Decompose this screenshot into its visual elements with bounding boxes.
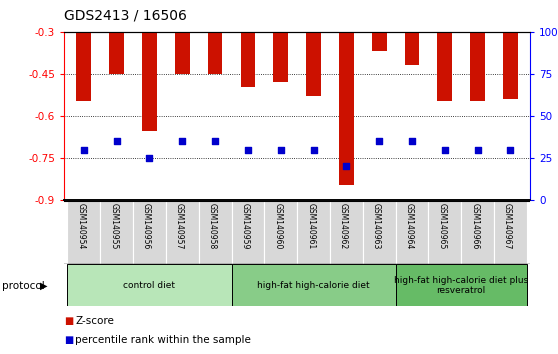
Bar [273, 32, 288, 82]
Bar [297, 201, 330, 264]
Point [342, 164, 351, 169]
Bar [133, 201, 166, 264]
Bar [166, 201, 199, 264]
Bar [437, 32, 452, 101]
Bar [232, 201, 264, 264]
Bar [232, 264, 396, 306]
Text: GSM140965: GSM140965 [437, 203, 446, 250]
Bar [240, 32, 256, 86]
Bar [68, 264, 232, 306]
Point [440, 147, 449, 152]
Point [243, 147, 252, 152]
Point [145, 155, 154, 161]
Text: percentile rank within the sample: percentile rank within the sample [75, 335, 251, 345]
Bar [363, 201, 396, 264]
Bar [100, 201, 133, 264]
Point [473, 147, 482, 152]
Bar [494, 201, 527, 264]
Bar [109, 32, 124, 74]
Text: ▶: ▶ [40, 281, 47, 291]
Bar [76, 32, 92, 101]
Point [210, 138, 219, 144]
Bar [461, 201, 494, 264]
Text: GSM140956: GSM140956 [142, 203, 151, 250]
Point [309, 147, 318, 152]
Bar [503, 32, 518, 99]
Bar [199, 201, 232, 264]
Point [112, 138, 121, 144]
Text: GSM140966: GSM140966 [470, 203, 479, 250]
Text: GSM140963: GSM140963 [372, 203, 381, 250]
Text: GSM140959: GSM140959 [240, 203, 249, 250]
Point [79, 147, 88, 152]
Text: protocol: protocol [2, 281, 45, 291]
Text: high-fat high-calorie diet plus
resveratrol: high-fat high-calorie diet plus resverat… [394, 276, 528, 295]
Point [506, 147, 515, 152]
Point [178, 138, 187, 144]
Point [407, 138, 416, 144]
Bar [142, 32, 157, 131]
Text: GDS2413 / 16506: GDS2413 / 16506 [64, 9, 187, 23]
Text: high-fat high-calorie diet: high-fat high-calorie diet [257, 281, 370, 290]
Point [276, 147, 285, 152]
Bar [339, 32, 354, 184]
Text: GSM140954: GSM140954 [76, 203, 85, 250]
Bar [208, 32, 223, 74]
Bar [372, 32, 387, 51]
Bar [330, 201, 363, 264]
Bar [429, 201, 461, 264]
Bar [396, 201, 429, 264]
Text: GSM140967: GSM140967 [503, 203, 512, 250]
Text: GSM140958: GSM140958 [208, 203, 217, 250]
Text: GSM140962: GSM140962 [339, 203, 348, 250]
Text: Z-score: Z-score [75, 316, 114, 326]
Bar [264, 201, 297, 264]
Bar [396, 264, 527, 306]
Text: ■: ■ [64, 316, 74, 326]
Text: control diet: control diet [123, 281, 175, 290]
Bar [68, 201, 100, 264]
Text: GSM140957: GSM140957 [175, 203, 184, 250]
Point [375, 138, 384, 144]
Text: ■: ■ [64, 335, 74, 345]
Bar [405, 32, 420, 65]
Bar [306, 32, 321, 96]
Bar [470, 32, 485, 101]
Bar [175, 32, 190, 74]
Text: GSM140964: GSM140964 [405, 203, 413, 250]
Text: GSM140961: GSM140961 [306, 203, 315, 250]
Text: GSM140960: GSM140960 [273, 203, 282, 250]
Text: GSM140955: GSM140955 [109, 203, 118, 250]
